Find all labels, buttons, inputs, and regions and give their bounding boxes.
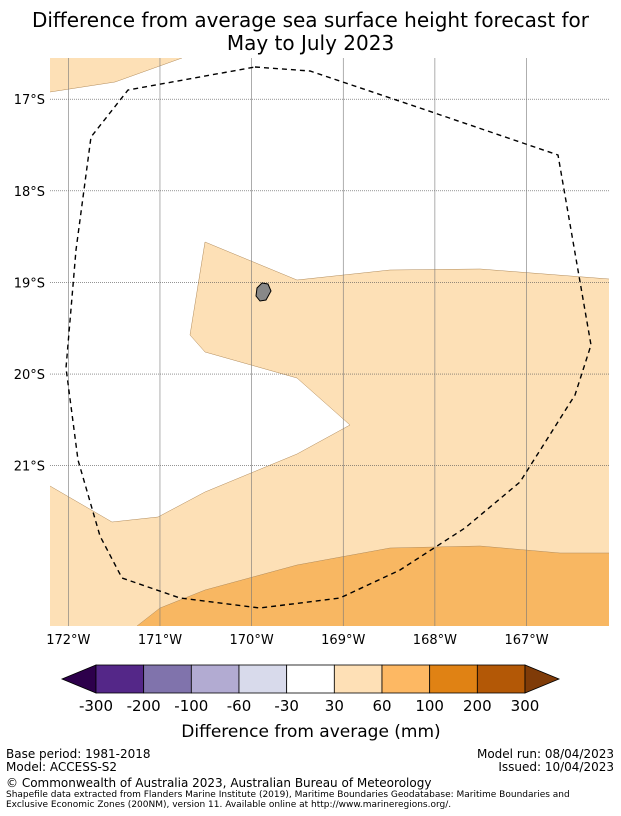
- sea-surface-height-map: 17°S 18°S 19°S 20°S 21°S 172°W 171°W 170°W 169°…: [14, 58, 609, 648]
- latitude-label: 20°S: [14, 368, 45, 383]
- colorbar-cell: [143, 664, 192, 694]
- colorbar-cell: [238, 664, 288, 694]
- issued-date: Issued: 10/04/2023: [498, 760, 614, 774]
- colorbar-tick-label: 300: [511, 697, 540, 715]
- anomaly-region-30-60mm: [50, 58, 182, 92]
- shapefile-credit-line1: Shapefile data extracted from Flanders M…: [6, 790, 570, 800]
- longitude-label: 169°W: [321, 633, 365, 648]
- latitude-label: 21°S: [14, 460, 45, 475]
- graticule: [50, 58, 609, 626]
- shapefile-credit-line2: Exclusive Economic Zones (200NM), versio…: [6, 800, 452, 810]
- model-name: Model: ACCESS-S2: [6, 760, 118, 774]
- longitude-label: 167°W: [504, 633, 548, 648]
- colorbar-cell: [286, 664, 335, 694]
- longitude-label: 168°W: [413, 633, 457, 648]
- latitude-label: 17°S: [14, 93, 45, 108]
- model-run-date: Model run: 08/04/2023: [476, 747, 614, 761]
- colorbar-cell: [333, 664, 383, 694]
- colorbar-ticks: -300 -200 -100 -60 -30 30 60 100 200 300: [79, 697, 539, 715]
- colorbar-tick-label: -100: [174, 697, 208, 715]
- colorbar-extend-high: [524, 664, 561, 694]
- latitude-labels: 17°S 18°S 19°S 20°S 21°S: [14, 93, 45, 474]
- colorbar-cell: [476, 664, 526, 694]
- colorbar-tick-label: 60: [372, 697, 391, 715]
- colorbar-tick-label: 30: [325, 697, 344, 715]
- island-landmass: [255, 282, 272, 302]
- longitude-labels: 172°W 171°W 170°W 169°W 168°W 167°W: [46, 633, 549, 648]
- anomaly-region-30-60mm: [50, 242, 609, 626]
- colorbar-tick-label: 200: [463, 697, 492, 715]
- colorbar-tick-label: 100: [415, 697, 444, 715]
- anomaly-region-60-100mm: [137, 546, 609, 626]
- longitude-label: 171°W: [138, 633, 182, 648]
- colorbar-extend-low: [60, 664, 97, 694]
- chart-title-line2: May to July 2023: [226, 31, 395, 55]
- colorbar-tick-label: -200: [127, 697, 161, 715]
- colorbar-tick-label: -300: [79, 697, 113, 715]
- latitude-label: 18°S: [14, 185, 45, 200]
- colorbar-cell: [95, 664, 145, 694]
- colorbar-tick-label: -60: [227, 697, 252, 715]
- colorbar-label: Difference from average (mm): [181, 722, 440, 742]
- eez-boundary: [65, 66, 592, 609]
- copyright-notice: © Commonwealth of Australia 2023, Austra…: [6, 776, 432, 790]
- base-period: Base period: 1981-2018: [6, 747, 151, 761]
- colorbar-cell: [381, 664, 431, 694]
- chart-title-line1: Difference from average sea surface heig…: [31, 8, 590, 32]
- colorbar-cell: [190, 664, 240, 694]
- colorbar-cells: [60, 664, 561, 694]
- colorbar-cell: [429, 664, 478, 694]
- longitude-label: 172°W: [46, 633, 90, 648]
- latitude-label: 19°S: [14, 276, 45, 291]
- colorbar-tick-label: -30: [274, 697, 299, 715]
- longitude-label: 170°W: [230, 633, 274, 648]
- colorbar: -300 -200 -100 -60 -30 30 60 100 200 300 Differen…: [60, 664, 561, 742]
